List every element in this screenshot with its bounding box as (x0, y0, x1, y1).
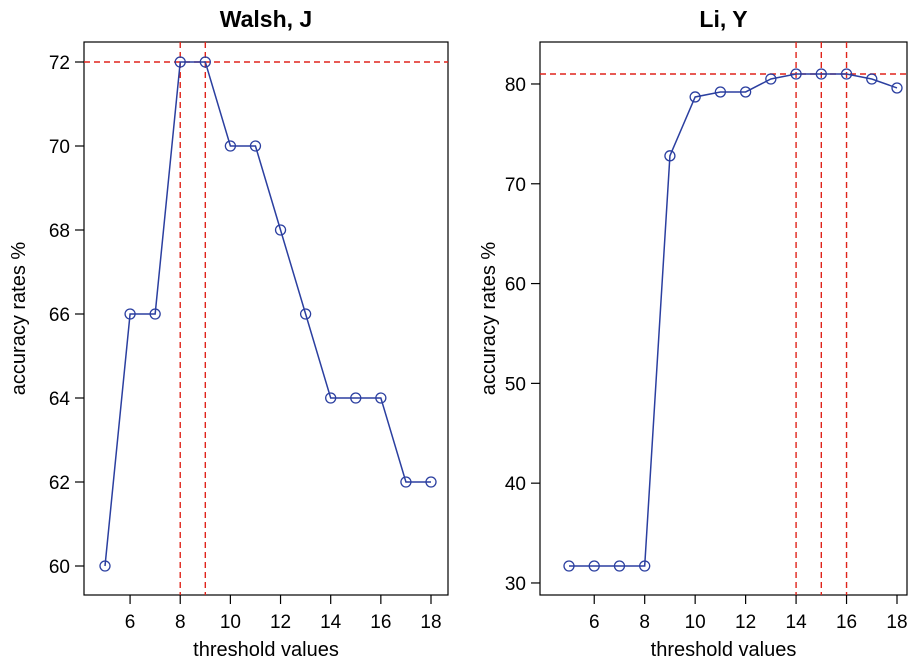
x-tick-label: 16 (370, 612, 391, 633)
data-point (249, 140, 262, 152)
data-point (790, 68, 802, 80)
data-point (325, 392, 337, 404)
data-point (375, 392, 387, 404)
data-point (689, 91, 701, 103)
plot-frame (539, 41, 908, 596)
data-point (350, 392, 362, 404)
series-line (569, 73, 898, 567)
data-point (866, 73, 878, 85)
data-point (99, 560, 111, 572)
x-tick-label: 12 (735, 612, 756, 633)
y-tick-label: 80 (505, 75, 526, 96)
y-tick-label: 60 (505, 275, 526, 296)
x-tick-label: 18 (420, 612, 441, 633)
data-point (588, 560, 600, 572)
y-tick-label: 72 (49, 53, 70, 74)
chart-panel-1: Walsh, J6 8 10 12 14 16 1860626466687072thresh… (8, 6, 449, 661)
y-axis-label: accuracy rates % (478, 242, 500, 396)
data-point (815, 68, 827, 80)
data-point (174, 56, 186, 68)
data-point (299, 308, 312, 320)
x-tick-label: 14 (786, 612, 808, 633)
data-point (891, 82, 903, 94)
x-tick-label: 6 (589, 612, 600, 633)
x-tick-label: 16 (836, 612, 857, 633)
y-tick-label: 64 (49, 389, 71, 410)
x-tick-label: 6 (125, 612, 136, 633)
x-tick-label: 8 (175, 612, 186, 633)
x-axis-label: threshold values (651, 639, 797, 661)
x-tick-label: 12 (270, 612, 291, 633)
data-point (199, 56, 211, 68)
data-point (765, 73, 777, 85)
data-point (124, 308, 136, 320)
y-tick-label: 70 (49, 137, 70, 158)
data-point (714, 86, 727, 98)
x-axis-label: threshold values (193, 639, 339, 661)
y-tick-label: 66 (49, 305, 70, 326)
y-tick-label: 70 (505, 175, 526, 196)
data-point (400, 476, 412, 488)
data-point (149, 308, 161, 320)
data-point (840, 68, 853, 80)
y-tick-label: 30 (505, 574, 526, 595)
data-point (224, 140, 237, 152)
y-tick-label: 50 (505, 374, 526, 395)
x-tick-label: 14 (320, 612, 342, 633)
x-tick-label: 10 (220, 612, 241, 633)
chart-title: Li, Y (699, 6, 747, 32)
x-tick-label: 18 (886, 612, 907, 633)
y-tick-label: 40 (505, 474, 526, 495)
data-point (739, 86, 752, 98)
data-point (613, 560, 626, 572)
plot-frame (83, 41, 449, 596)
data-point (639, 560, 651, 572)
x-tick-label: 8 (639, 612, 650, 633)
y-tick-label: 62 (49, 473, 70, 494)
data-point (664, 150, 676, 162)
data-point (563, 560, 575, 572)
chart-title: Walsh, J (220, 6, 312, 32)
chart-panel-2: Li, Y 6 8 10 12 14 16 18 30 40 50 60 70 80 threshold v… (478, 6, 908, 661)
y-tick-label: 60 (49, 557, 70, 578)
series-line (104, 61, 431, 567)
y-tick-label: 68 (49, 221, 70, 242)
y-axis-label: accuracy rates % (8, 242, 30, 396)
data-point (425, 476, 437, 488)
data-point (274, 224, 287, 236)
x-tick-label: 10 (685, 612, 706, 633)
